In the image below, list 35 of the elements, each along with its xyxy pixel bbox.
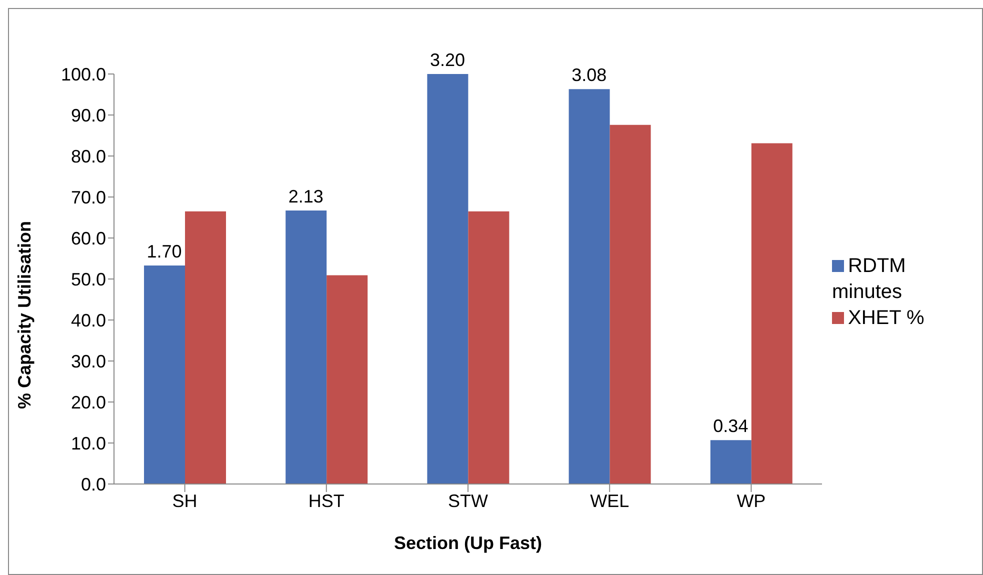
y-tick-label: 20.0 bbox=[70, 392, 106, 412]
bar bbox=[286, 210, 327, 484]
x-tick-label: SH bbox=[172, 490, 198, 511]
y-tick-label: 30.0 bbox=[70, 351, 106, 372]
bar bbox=[427, 74, 468, 484]
x-tick-label: WP bbox=[736, 490, 766, 511]
bar bbox=[326, 275, 368, 484]
bar bbox=[185, 211, 226, 484]
bar bbox=[710, 440, 752, 484]
annotation: 3.20 bbox=[430, 50, 466, 70]
x-tick-label: STW bbox=[448, 490, 488, 511]
y-tick-label: 0.0 bbox=[80, 474, 106, 494]
legend-label: RDTM minutes bbox=[832, 254, 906, 302]
legend-label: XHET % bbox=[848, 306, 924, 328]
y-tick-label: 40.0 bbox=[70, 310, 106, 330]
x-tick-label: WEL bbox=[590, 490, 630, 511]
annotation: 1.70 bbox=[146, 241, 182, 262]
y-tick-label: 90.0 bbox=[70, 105, 106, 126]
annotation: 3.08 bbox=[572, 65, 607, 86]
bar bbox=[751, 143, 792, 484]
bar bbox=[610, 124, 651, 484]
y-tick-label: 60.0 bbox=[70, 228, 106, 248]
y-tick-label: 70.0 bbox=[70, 187, 106, 208]
x-tick-label: HST bbox=[308, 490, 344, 511]
x-axis-title: Section (Up Fast) bbox=[394, 533, 542, 553]
annotation: 2.13 bbox=[288, 186, 324, 207]
annotation: 0.34 bbox=[713, 416, 748, 436]
bar bbox=[468, 211, 510, 484]
y-axis-title: % Capacity Utilisation bbox=[14, 220, 34, 409]
bar bbox=[144, 265, 185, 484]
y-tick-label: 10.0 bbox=[70, 433, 106, 454]
y-tick-label: 50.0 bbox=[70, 269, 106, 290]
bar bbox=[568, 89, 610, 484]
y-tick-label: 80.0 bbox=[70, 146, 106, 166]
y-tick-label: 100.0 bbox=[60, 64, 106, 84]
